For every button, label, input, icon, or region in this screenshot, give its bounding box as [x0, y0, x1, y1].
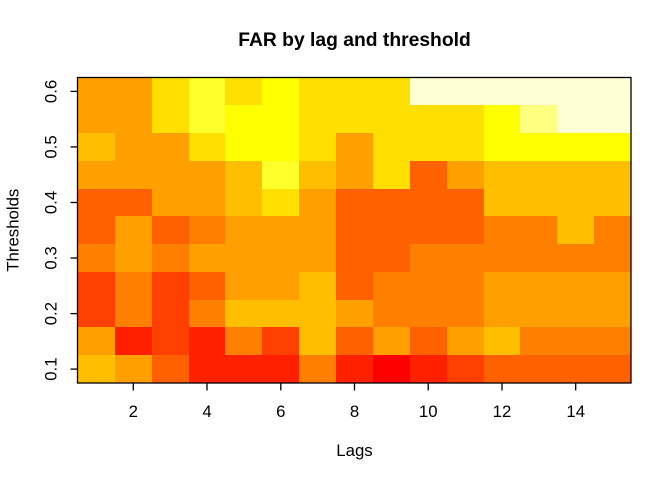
svg-text:0.3: 0.3: [42, 246, 61, 269]
svg-text:FAR by lag and threshold: FAR by lag and threshold: [238, 30, 470, 51]
svg-text:14: 14: [566, 402, 585, 421]
svg-text:6: 6: [276, 402, 285, 421]
svg-text:0.1: 0.1: [42, 357, 61, 380]
svg-text:0.6: 0.6: [42, 80, 61, 103]
svg-text:2: 2: [129, 402, 138, 421]
svg-text:4: 4: [202, 402, 211, 421]
svg-text:0.4: 0.4: [42, 191, 61, 214]
svg-text:12: 12: [493, 402, 512, 421]
svg-text:0.5: 0.5: [42, 135, 61, 158]
svg-text:0.2: 0.2: [42, 302, 61, 325]
svg-text:Lags: Lags: [336, 441, 372, 460]
svg-text:10: 10: [419, 402, 438, 421]
svg-text:Thresholds: Thresholds: [4, 189, 23, 272]
svg-text:8: 8: [350, 402, 359, 421]
